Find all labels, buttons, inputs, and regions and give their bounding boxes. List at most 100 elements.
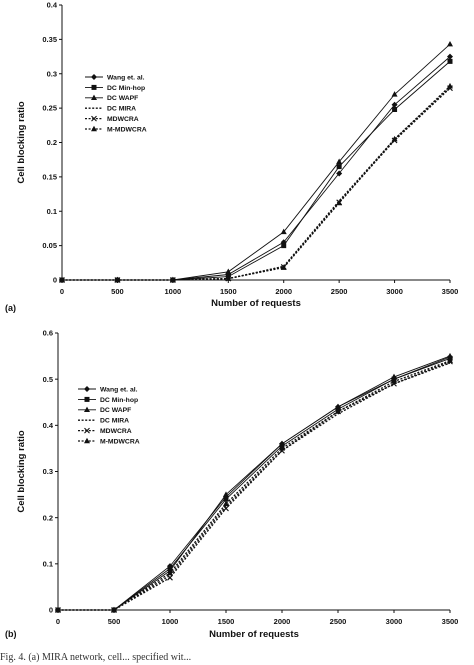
data-point — [280, 228, 287, 235]
y-tick-label: 0.2 — [43, 513, 53, 522]
y-tick-label: 0.1 — [43, 559, 53, 568]
legend-marker — [84, 437, 90, 444]
data-point — [391, 135, 398, 142]
legend-marker — [84, 386, 90, 392]
x-tick-label: 1500 — [220, 287, 237, 296]
y-tick-label: 0 — [53, 276, 57, 285]
x-tick-label: 3500 — [442, 287, 459, 296]
legend-entry: M-MDWCRA — [85, 125, 147, 133]
legend-entry: MDWCRA — [78, 427, 132, 435]
series-line — [58, 360, 451, 611]
legend-label: DC MIRA — [107, 106, 136, 113]
series-m-mdwcra — [59, 82, 453, 283]
legend-label: Wang et. al. — [100, 386, 138, 393]
legend-entry: DC Min-hop — [85, 85, 145, 92]
legend-label: DC WAPF — [107, 95, 138, 102]
series-line — [58, 362, 451, 611]
legend-label: MDWCRA — [100, 428, 132, 435]
series-dc-min-hop — [55, 355, 453, 613]
legend-marker — [84, 396, 90, 402]
x-tick-label: 2000 — [275, 287, 292, 296]
y-tick-label: 0.2 — [47, 138, 57, 147]
x-tick-label: 1500 — [218, 617, 235, 626]
x-tick-label: 500 — [108, 617, 121, 626]
data-point — [336, 199, 343, 206]
data-point — [279, 440, 285, 446]
x-axis-label: Number of requests — [209, 629, 299, 640]
series-line — [62, 61, 451, 281]
series-line — [58, 356, 451, 611]
legend-label: MDWCRA — [107, 116, 139, 123]
x-tick-label: 500 — [111, 287, 124, 296]
panel-label: (b) — [5, 629, 17, 639]
data-point — [223, 491, 229, 497]
y-tick-label: 0.4 — [43, 421, 54, 430]
legend-marker — [91, 84, 97, 90]
legend-marker — [84, 427, 90, 434]
legend-label: DC Min-hop — [100, 397, 138, 404]
legend-label: DC MIRA — [100, 418, 129, 425]
legend-label: M-MDWCRA — [107, 126, 147, 133]
x-tick-label: 2500 — [331, 287, 348, 296]
series-m-mdwcra — [55, 357, 453, 613]
data-point — [336, 170, 343, 177]
y-tick-label: 0.35 — [42, 35, 57, 44]
series-dc-min-hop — [59, 58, 453, 283]
legend-marker — [91, 115, 97, 122]
data-point — [447, 58, 453, 64]
y-tick-label: 0.6 — [43, 329, 53, 338]
legend-marker — [91, 74, 97, 80]
legend-entry: M-MDWCRA — [78, 437, 140, 445]
legend-marker — [91, 94, 97, 100]
data-point — [114, 276, 121, 283]
legend-entry: DC WAPF — [78, 406, 131, 414]
data-point — [391, 91, 398, 97]
data-point — [111, 606, 117, 613]
data-point — [391, 373, 397, 380]
x-tick-label: 3500 — [442, 617, 459, 626]
data-point — [223, 500, 229, 507]
y-tick-label: 0.4 — [47, 1, 58, 10]
y-tick-label: 0.3 — [47, 69, 57, 78]
data-point — [281, 243, 287, 249]
data-point — [336, 164, 342, 170]
legend-marker — [91, 125, 97, 132]
data-point — [225, 275, 232, 281]
data-point — [167, 574, 173, 581]
series-line — [62, 85, 451, 281]
data-point — [447, 82, 453, 89]
data-point — [279, 445, 285, 451]
x-tick-label: 2500 — [330, 617, 347, 626]
x-tick-label: 3000 — [386, 617, 403, 626]
y-tick-label: 0.5 — [43, 375, 53, 384]
data-point — [447, 40, 453, 47]
data-point — [336, 158, 343, 164]
figure-caption: Fig. 4. (a) MIRA network, cell... specif… — [0, 652, 192, 663]
legend-label: DC Min-hop — [107, 85, 145, 92]
x-tick-label: 1000 — [162, 617, 179, 626]
data-point — [167, 569, 173, 576]
legend-entry: DC Min-hop — [78, 397, 138, 404]
legend-entry: DC MIRA — [78, 418, 129, 425]
series-line — [62, 43, 451, 281]
data-point — [223, 496, 229, 502]
legend-label: M-MDWCRA — [100, 438, 140, 445]
legend-entry: DC MIRA — [85, 106, 136, 113]
legend-entry: MDWCRA — [85, 115, 139, 123]
data-point — [169, 276, 176, 283]
legend-entry: Wang et. al. — [85, 74, 145, 81]
data-point — [335, 403, 341, 410]
y-tick-label: 0.3 — [43, 467, 53, 476]
x-tick-label: 0 — [56, 617, 60, 626]
data-point — [447, 352, 453, 359]
y-axis-label: Cell blocking ratio — [16, 430, 27, 513]
data-point — [447, 53, 453, 60]
x-tick-label: 2000 — [274, 617, 291, 626]
panel-label: (a) — [5, 303, 16, 313]
x-tick-label: 0 — [60, 287, 64, 296]
legend-label: Wang et. al. — [107, 74, 145, 81]
series-line — [58, 355, 451, 611]
x-tick-label: 1000 — [165, 287, 182, 296]
legend-entry: Wang et. al. — [78, 386, 138, 393]
